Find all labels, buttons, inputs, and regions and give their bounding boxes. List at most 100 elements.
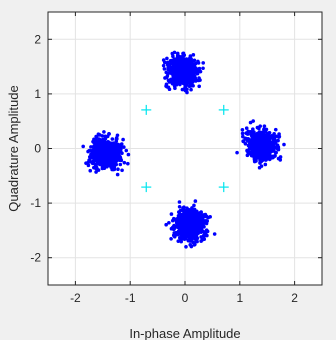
received-point xyxy=(199,230,203,234)
received-point xyxy=(88,168,93,173)
y-tick-label: 1 xyxy=(34,87,41,101)
received-point xyxy=(198,78,202,82)
received-point xyxy=(170,225,175,230)
reference-point xyxy=(218,182,229,193)
received-point xyxy=(191,72,195,77)
y-tick-label: 2 xyxy=(34,32,41,46)
received-point xyxy=(257,154,262,158)
received-point xyxy=(92,140,96,144)
received-point xyxy=(165,60,170,65)
received-point xyxy=(96,168,101,172)
received-point xyxy=(256,133,261,137)
received-point xyxy=(269,133,274,138)
received-point xyxy=(240,131,245,136)
received-point xyxy=(94,170,98,174)
received-point xyxy=(166,65,170,70)
received-point xyxy=(276,138,280,143)
received-point xyxy=(112,151,117,156)
received-point xyxy=(182,237,187,241)
received-point xyxy=(182,53,186,58)
received-point xyxy=(164,222,168,227)
received-point xyxy=(183,81,188,86)
received-point xyxy=(201,61,206,65)
received-point xyxy=(275,146,280,151)
received-point xyxy=(169,61,174,65)
received-point xyxy=(256,139,261,144)
received-point xyxy=(205,215,209,219)
received-point xyxy=(97,148,101,153)
received-point xyxy=(192,241,196,246)
received-point xyxy=(181,60,186,65)
received-point xyxy=(235,150,239,155)
received-point xyxy=(188,231,192,235)
y-tick-label: 0 xyxy=(34,142,41,156)
received-point xyxy=(201,66,205,71)
received-point xyxy=(162,67,167,71)
received-point xyxy=(81,144,85,149)
received-point xyxy=(196,61,201,65)
received-point xyxy=(251,138,256,142)
received-point xyxy=(174,221,179,225)
received-point xyxy=(116,167,120,171)
received-point xyxy=(126,161,130,166)
received-point xyxy=(126,152,131,157)
received-point xyxy=(173,63,178,68)
received-point xyxy=(121,137,125,142)
received-point xyxy=(116,146,121,151)
received-point xyxy=(106,141,111,146)
received-point xyxy=(264,157,269,162)
received-point xyxy=(255,144,260,148)
received-point xyxy=(184,210,189,214)
received-point xyxy=(167,220,171,225)
received-point xyxy=(193,231,197,236)
received-point xyxy=(181,64,185,68)
received-point xyxy=(164,84,168,88)
x-tick-label: 0 xyxy=(182,291,189,305)
received-point xyxy=(188,54,193,58)
received-point xyxy=(183,214,187,219)
received-point xyxy=(257,165,262,170)
received-point xyxy=(250,153,254,158)
received-point xyxy=(273,127,278,132)
received-point xyxy=(244,126,249,130)
received-point xyxy=(262,124,267,128)
received-point xyxy=(248,120,253,125)
received-point xyxy=(246,139,251,143)
received-point xyxy=(115,172,120,177)
received-point xyxy=(177,200,182,204)
received-point xyxy=(188,64,193,69)
received-point xyxy=(112,146,116,151)
received-point xyxy=(272,131,276,136)
received-point xyxy=(115,155,120,159)
received-point xyxy=(161,63,166,68)
received-point xyxy=(178,208,183,213)
received-point xyxy=(205,219,210,223)
received-point xyxy=(171,58,176,63)
received-point xyxy=(120,151,124,155)
received-point xyxy=(190,59,194,63)
received-point xyxy=(111,155,115,160)
received-point xyxy=(240,128,245,132)
received-point xyxy=(171,69,176,73)
received-point xyxy=(97,133,102,137)
received-point xyxy=(263,134,267,138)
received-point xyxy=(271,146,276,151)
received-point xyxy=(84,161,88,165)
received-point xyxy=(197,84,201,89)
received-point xyxy=(246,143,251,148)
received-point xyxy=(282,142,286,147)
received-point xyxy=(170,51,175,56)
received-point xyxy=(182,217,186,222)
x-axis-label: In-phase Amplitude xyxy=(129,326,240,340)
received-point xyxy=(195,239,199,244)
received-point xyxy=(180,227,185,232)
received-point xyxy=(195,236,200,241)
received-point xyxy=(102,159,107,164)
received-point xyxy=(108,155,112,160)
received-point xyxy=(110,142,115,146)
received-point xyxy=(170,65,174,69)
received-point xyxy=(178,82,182,87)
received-point xyxy=(262,145,266,149)
received-point xyxy=(111,160,115,165)
